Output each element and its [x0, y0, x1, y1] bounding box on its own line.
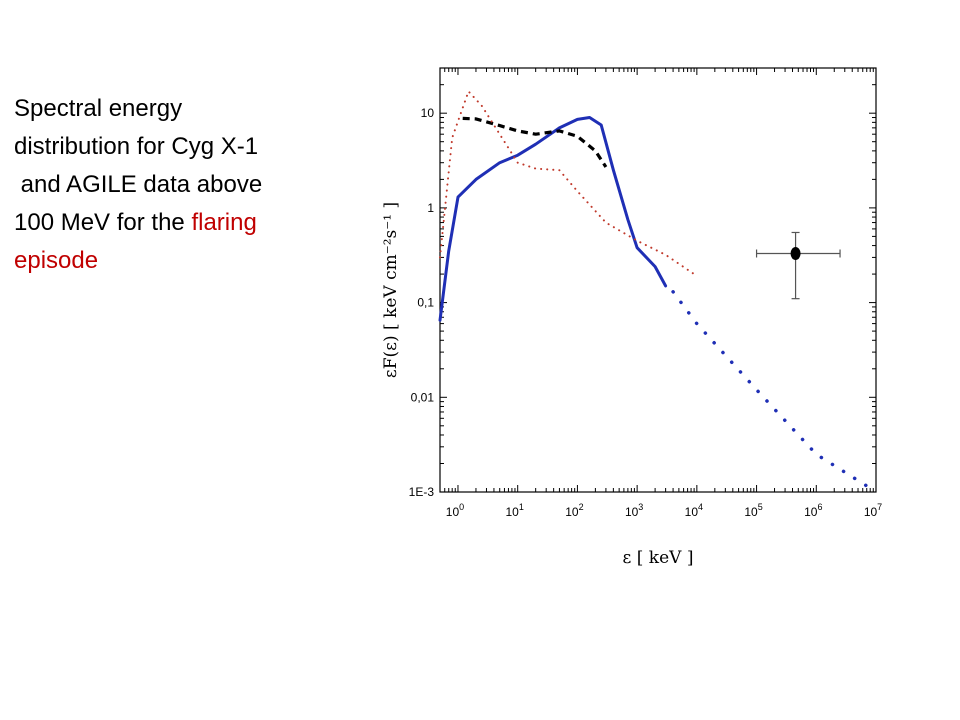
y-tick-label: 1 [427, 201, 434, 215]
x-tick-label: 103 [625, 502, 643, 519]
caption-highlight-flaring: flaring [191, 209, 257, 236]
y-axis-title: εF(ε) [ keV cm⁻²s⁻¹ ] [381, 202, 401, 378]
caption-line-4: 100 MeV for the flaring [14, 204, 354, 242]
y-tick-label: 10 [421, 106, 435, 120]
y-tick-label: 1E-3 [409, 485, 435, 499]
caption-line-2: distribution for Cyg X-1 [14, 133, 259, 160]
x-tick-label: 102 [565, 502, 583, 519]
x-tick-label: 106 [804, 502, 822, 519]
data-point-layer [755, 231, 841, 300]
y-tick-label: 0,01 [411, 390, 435, 404]
series-line-1 [438, 116, 668, 322]
series-layer [438, 90, 872, 490]
x-axis-title: ε [ keV ] [623, 548, 694, 568]
y-tick-label: 0,1 [417, 296, 434, 310]
caption-line-3: and AGILE data above [14, 171, 263, 198]
caption-text: Spectral energy distribution for Cyg X-1… [14, 90, 354, 280]
caption-line-4-prefix: 100 MeV for the [14, 209, 192, 236]
x-tick-label: 100 [446, 502, 464, 519]
series-line-3 [462, 116, 608, 168]
agile-data-point [790, 246, 801, 260]
x-tick-label: 107 [864, 502, 882, 519]
x-tick-label: 105 [744, 502, 762, 519]
x-tick-label: 101 [506, 502, 524, 519]
series-line-2 [671, 290, 872, 490]
series-line-4 [439, 90, 696, 276]
x-tick-label: 104 [685, 502, 703, 519]
caption-line-1: Spectral energy [14, 95, 183, 122]
caption-line-5: episode [14, 247, 99, 274]
plot-frame [439, 67, 877, 493]
